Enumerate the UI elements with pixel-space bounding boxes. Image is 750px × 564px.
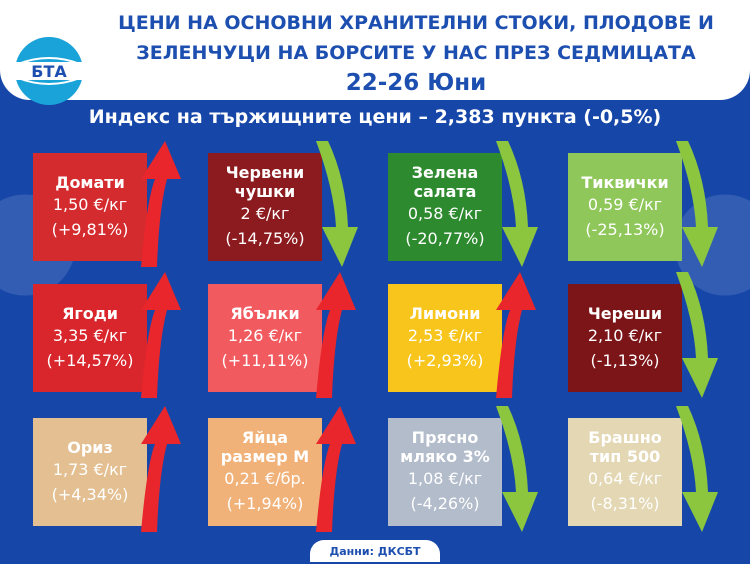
product-name: Домати bbox=[55, 172, 125, 192]
price-tile: Лимони 2,53 €/кг (+2,93%) bbox=[388, 284, 502, 392]
bta-logo-text: БТА bbox=[31, 62, 67, 81]
tile-text: Прясно мляко 3% 1,08 €/кг (-4,26%) bbox=[391, 428, 499, 516]
price-change: (-20,77%) bbox=[405, 229, 485, 248]
title-line-2: ЗЕЛЕНЧУЦИ НА БОРСИТЕ У НАС ПРЕЗ СЕДМИЦАТ… bbox=[136, 42, 696, 64]
product-price: 1,73 €/кг bbox=[52, 459, 128, 479]
tile-text: Ябълки 1,26 €/кг (+11,11%) bbox=[211, 304, 319, 373]
product-name: Прясно мляко 3% bbox=[400, 428, 490, 466]
price-change: (+1,94%) bbox=[226, 494, 304, 513]
product-name: Ориз bbox=[67, 437, 113, 457]
tile-text: Яйца размер М 0,21 €/бр. (+1,94%) bbox=[211, 428, 319, 516]
product-price: 1,26 €/кг bbox=[227, 325, 303, 345]
product-price: 0,59 €/кг bbox=[587, 194, 663, 214]
price-down-arrow-icon bbox=[676, 141, 718, 267]
product-name: Брашно тип 500 bbox=[588, 428, 662, 466]
price-change: (+9,81%) bbox=[51, 219, 129, 239]
product-price: 1,50 €/кг bbox=[52, 194, 128, 214]
price-change: (+2,93%) bbox=[406, 350, 484, 370]
product-price: 0,64 €/кг bbox=[587, 469, 663, 488]
price-tile: Прясно мляко 3% 1,08 €/кг (-4,26%) bbox=[388, 418, 502, 526]
price-tile: Ябълки 1,26 €/кг (+11,11%) bbox=[208, 284, 322, 392]
price-change: (-8,31%) bbox=[590, 494, 660, 513]
price-down-arrow-icon bbox=[496, 141, 538, 267]
price-up-arrow-icon bbox=[141, 141, 181, 267]
product-price: 2 €/кг bbox=[240, 204, 290, 223]
product-price: 0,58 €/кг bbox=[407, 204, 483, 223]
product-name: Ябълки bbox=[230, 303, 300, 323]
tile-text: Череши 2,10 €/кг (-1,13%) bbox=[571, 304, 679, 373]
price-change: (-4,26%) bbox=[410, 494, 480, 513]
price-tile: Брашно тип 500 0,64 €/кг (-8,31%) bbox=[568, 418, 682, 526]
product-name: Лимони bbox=[409, 303, 481, 323]
product-name: Зелена салата bbox=[411, 163, 479, 201]
price-change: (+4,34%) bbox=[51, 484, 129, 504]
tile-text: Червени чушки 2 €/кг (-14,75%) bbox=[211, 163, 319, 251]
tile-text: Зелена салата 0,58 €/кг (-20,77%) bbox=[391, 163, 499, 251]
product-price: 3,35 €/кг bbox=[52, 325, 128, 345]
watermark-logo-right bbox=[674, 194, 750, 296]
tile-text: Домати 1,50 €/кг (+9,81%) bbox=[36, 173, 144, 242]
price-tile: Ягоди 3,35 €/кг (+14,57%) bbox=[33, 284, 147, 392]
product-price: 0,21 €/бр. bbox=[224, 469, 306, 488]
price-tile: Домати 1,50 €/кг (+9,81%) bbox=[33, 153, 147, 261]
data-source-footer: Данни: ДКСБТ bbox=[310, 540, 440, 562]
tile-text: Тиквички 0,59 €/кг (-25,13%) bbox=[571, 173, 679, 242]
price-down-arrow-icon bbox=[676, 272, 718, 398]
price-up-arrow-icon bbox=[496, 272, 536, 398]
page-title: ЦЕНИ НА ОСНОВНИ ХРАНИТЕЛНИ СТОКИ, ПЛОДОВ… bbox=[96, 8, 736, 98]
product-name: Череши bbox=[587, 303, 663, 323]
price-up-arrow-icon bbox=[316, 272, 356, 398]
price-tile: Червени чушки 2 €/кг (-14,75%) bbox=[208, 153, 322, 261]
price-up-arrow-icon bbox=[316, 406, 356, 532]
price-up-arrow-icon bbox=[141, 272, 181, 398]
price-change: (+14,57%) bbox=[46, 350, 134, 370]
tile-text: Лимони 2,53 €/кг (+2,93%) bbox=[391, 304, 499, 373]
price-tile: Яйца размер М 0,21 €/бр. (+1,94%) bbox=[208, 418, 322, 526]
product-price: 2,53 €/кг bbox=[407, 325, 483, 345]
price-tile: Ориз 1,73 €/кг (+4,34%) bbox=[33, 418, 147, 526]
price-down-arrow-icon bbox=[496, 406, 538, 532]
product-price: 1,08 €/кг bbox=[407, 469, 483, 488]
product-name: Яйца размер М bbox=[220, 428, 310, 466]
price-change: (+11,11%) bbox=[221, 350, 309, 370]
price-tile: Череши 2,10 €/кг (-1,13%) bbox=[568, 284, 682, 392]
product-name: Тиквички bbox=[581, 172, 669, 192]
price-tile: Тиквички 0,59 €/кг (-25,13%) bbox=[568, 153, 682, 261]
price-down-arrow-icon bbox=[316, 141, 358, 267]
price-down-arrow-icon bbox=[676, 406, 718, 532]
product-price: 2,10 €/кг bbox=[587, 325, 663, 345]
header-banner: БТА ЦЕНИ НА ОСНОВНИ ХРАНИТЕЛНИ СТОКИ, ПЛ… bbox=[0, 0, 750, 105]
tile-text: Ориз 1,73 €/кг (+4,34%) bbox=[36, 438, 144, 507]
price-change: (-25,13%) bbox=[585, 219, 665, 239]
title-line-1: ЦЕНИ НА ОСНОВНИ ХРАНИТЕЛНИ СТОКИ, ПЛОДОВ… bbox=[118, 12, 714, 34]
product-name: Червени чушки bbox=[225, 163, 305, 201]
price-change: (-1,13%) bbox=[590, 350, 660, 370]
price-up-arrow-icon bbox=[141, 406, 181, 532]
tile-text: Брашно тип 500 0,64 €/кг (-8,31%) bbox=[571, 428, 679, 516]
price-tile: Зелена салата 0,58 €/кг (-20,77%) bbox=[388, 153, 502, 261]
tile-text: Ягоди 3,35 €/кг (+14,57%) bbox=[36, 304, 144, 373]
price-change: (-14,75%) bbox=[225, 229, 305, 248]
title-date: 22-26 Юни bbox=[345, 70, 487, 96]
bta-logo: БТА bbox=[14, 37, 84, 105]
market-index-subtitle: Индекс на тържищните цени – 2,383 пункта… bbox=[88, 106, 662, 128]
product-name: Ягоди bbox=[62, 303, 118, 323]
